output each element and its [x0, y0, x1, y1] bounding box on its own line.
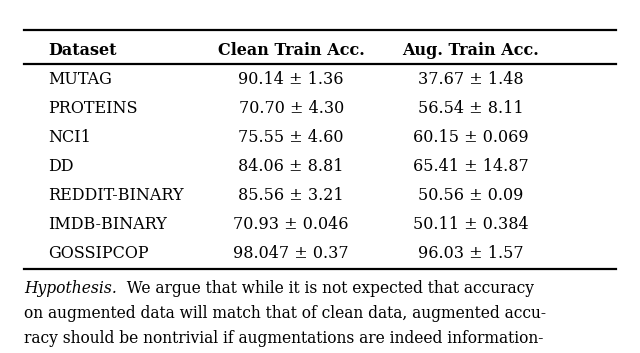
Text: 65.41 ± 14.87: 65.41 ± 14.87	[413, 158, 528, 175]
Text: IMDB-BINARY: IMDB-BINARY	[48, 216, 167, 233]
Text: Aug. Train Acc.: Aug. Train Acc.	[402, 42, 539, 59]
Text: 56.54 ± 8.11: 56.54 ± 8.11	[417, 100, 524, 117]
Text: 96.03 ± 1.57: 96.03 ± 1.57	[417, 245, 524, 262]
Text: 50.56 ± 0.09: 50.56 ± 0.09	[418, 187, 523, 204]
Text: 98.047 ± 0.37: 98.047 ± 0.37	[234, 245, 349, 262]
Text: We argue that while it is not expected that accuracy: We argue that while it is not expected t…	[117, 280, 534, 297]
Text: 84.06 ± 8.81: 84.06 ± 8.81	[239, 158, 344, 175]
Text: Hypothesis.: Hypothesis.	[24, 280, 117, 297]
Text: 60.15 ± 0.069: 60.15 ± 0.069	[413, 129, 528, 146]
Text: 37.67 ± 1.48: 37.67 ± 1.48	[417, 71, 524, 88]
Text: NCI1: NCI1	[48, 129, 91, 146]
Text: 75.55 ± 4.60: 75.55 ± 4.60	[239, 129, 344, 146]
Text: REDDIT-BINARY: REDDIT-BINARY	[48, 187, 184, 204]
Text: 70.93 ± 0.046: 70.93 ± 0.046	[234, 216, 349, 233]
Text: 85.56 ± 3.21: 85.56 ± 3.21	[238, 187, 344, 204]
Text: racy should be nontrivial if augmentations are indeed information-: racy should be nontrivial if augmentatio…	[24, 330, 544, 347]
Text: Clean Train Acc.: Clean Train Acc.	[218, 42, 365, 59]
Text: on augmented data will match that of clean data, augmented accu-: on augmented data will match that of cle…	[24, 305, 547, 322]
Text: GOSSIPCOP: GOSSIPCOP	[48, 245, 148, 262]
Text: 50.11 ± 0.384: 50.11 ± 0.384	[413, 216, 528, 233]
Text: PROTEINS: PROTEINS	[48, 100, 138, 117]
Text: 90.14 ± 1.36: 90.14 ± 1.36	[239, 71, 344, 88]
Text: Dataset: Dataset	[48, 42, 116, 59]
Text: MUTAG: MUTAG	[48, 71, 112, 88]
Text: 70.70 ± 4.30: 70.70 ± 4.30	[239, 100, 344, 117]
Text: DD: DD	[48, 158, 74, 175]
